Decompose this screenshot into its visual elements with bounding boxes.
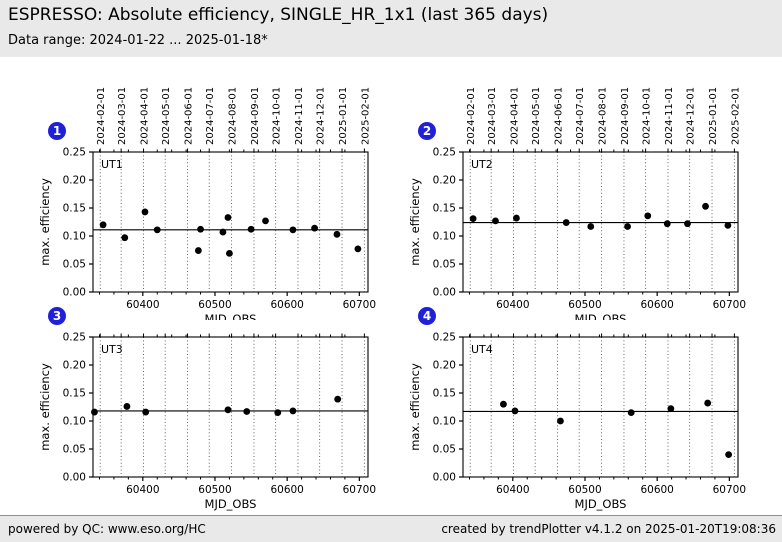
svg-text:UT4: UT4 — [471, 343, 493, 356]
ut4-scatter-plot: 60400 60500 60600 60700 0.00 0.05 0.10 0.15 0.20… — [408, 332, 746, 512]
svg-text:60500: 60500 — [568, 299, 601, 311]
svg-text:2024-03-01: 2024-03-01 — [487, 87, 498, 145]
svg-text:60700: 60700 — [713, 299, 746, 311]
powered-by-text: powered by QC: www.eso.org/HC — [8, 522, 206, 536]
svg-text:60400: 60400 — [496, 299, 529, 311]
svg-text:2024-07-01: 2024-07-01 — [205, 87, 216, 145]
svg-text:60700: 60700 — [713, 484, 746, 496]
svg-text:0.05: 0.05 — [433, 444, 456, 456]
svg-text:max. efficiency: max. efficiency — [408, 178, 422, 266]
svg-text:0.20: 0.20 — [433, 360, 456, 372]
svg-text:60400: 60400 — [496, 484, 529, 496]
svg-text:2024-07-01: 2024-07-01 — [575, 87, 586, 145]
svg-text:0.00: 0.00 — [63, 287, 86, 299]
svg-text:60500: 60500 — [198, 299, 231, 311]
svg-text:MJD_OBS: MJD_OBS — [575, 497, 627, 511]
svg-text:2024-02-01: 2024-02-01 — [96, 87, 107, 145]
svg-text:60700: 60700 — [343, 299, 376, 311]
svg-text:60400: 60400 — [126, 484, 159, 496]
svg-text:UT1: UT1 — [101, 158, 123, 171]
svg-text:2025-02-01: 2025-02-01 — [730, 87, 741, 145]
svg-text:0.00: 0.00 — [63, 472, 86, 484]
svg-text:60700: 60700 — [343, 484, 376, 496]
svg-text:60600: 60600 — [270, 299, 303, 311]
subplot-ut3: 60400 60500 60600 60700 0.00 0.05 0.10 0.15 0.20… — [28, 310, 388, 519]
svg-text:60600: 60600 — [640, 484, 673, 496]
subplot-ut1: 2024-02-01 2024-03-01 2024-04-01 2024-05-01… — [28, 70, 388, 326]
subplot-3-badge: 3 — [48, 307, 66, 325]
svg-text:2024-04-01: 2024-04-01 — [140, 87, 151, 145]
svg-text:2024-08-01: 2024-08-01 — [598, 87, 609, 145]
svg-text:max. efficiency: max. efficiency — [38, 363, 52, 451]
svg-text:MJD_OBS: MJD_OBS — [205, 497, 257, 511]
svg-text:0.15: 0.15 — [433, 388, 456, 400]
svg-text:0.10: 0.10 — [63, 231, 86, 243]
svg-text:0.10: 0.10 — [433, 231, 456, 243]
svg-text:0.05: 0.05 — [433, 259, 456, 271]
svg-text:0.10: 0.10 — [433, 416, 456, 428]
svg-text:0.00: 0.00 — [433, 472, 456, 484]
svg-text:2024-09-01: 2024-09-01 — [620, 87, 631, 145]
svg-text:2024-04-01: 2024-04-01 — [510, 87, 521, 145]
subplot-2-badge: 2 — [418, 122, 436, 140]
svg-text:0.15: 0.15 — [433, 203, 456, 215]
svg-text:2024-06-01: 2024-06-01 — [554, 87, 565, 145]
ut3-scatter-plot: 60400 60500 60600 60700 0.00 0.05 0.10 0.15 0.20… — [38, 332, 376, 512]
svg-text:0.15: 0.15 — [63, 388, 86, 400]
svg-text:0.15: 0.15 — [63, 203, 86, 215]
svg-text:60400: 60400 — [126, 299, 159, 311]
svg-text:2024-11-01: 2024-11-01 — [664, 87, 675, 145]
svg-text:0.00: 0.00 — [433, 287, 456, 299]
svg-text:0.20: 0.20 — [433, 175, 456, 187]
svg-text:2025-02-01: 2025-02-01 — [360, 87, 371, 145]
svg-text:2024-12-01: 2024-12-01 — [316, 87, 327, 145]
svg-text:max. efficiency: max. efficiency — [408, 363, 422, 451]
svg-text:60600: 60600 — [270, 484, 303, 496]
svg-text:max. efficiency: max. efficiency — [38, 178, 52, 266]
svg-text:2024-11-01: 2024-11-01 — [294, 87, 305, 145]
ut2-scatter-plot: 2024-02-01 2024-03-01 2024-04-01 2024-05-01… — [408, 87, 746, 326]
svg-text:0.05: 0.05 — [63, 259, 86, 271]
svg-text:2025-01-01: 2025-01-01 — [338, 87, 349, 145]
svg-text:60500: 60500 — [568, 484, 601, 496]
svg-text:0.20: 0.20 — [63, 175, 86, 187]
svg-text:2025-01-01: 2025-01-01 — [708, 87, 719, 145]
svg-text:0.10: 0.10 — [63, 416, 86, 428]
svg-text:0.25: 0.25 — [433, 147, 456, 159]
svg-text:2024-02-01: 2024-02-01 — [466, 87, 477, 145]
svg-text:UT3: UT3 — [101, 343, 123, 356]
created-by-text: created by trendPlotter v4.1.2 on 2025-0… — [441, 522, 776, 536]
svg-text:60600: 60600 — [640, 299, 673, 311]
subplot-1-badge: 1 — [48, 122, 66, 140]
svg-text:2024-03-01: 2024-03-01 — [117, 87, 128, 145]
svg-text:2024-08-01: 2024-08-01 — [228, 87, 239, 145]
svg-text:2024-05-01: 2024-05-01 — [531, 87, 542, 145]
ut1-scatter-plot: 2024-02-01 2024-03-01 2024-04-01 2024-05-01… — [38, 87, 376, 326]
svg-text:0.20: 0.20 — [63, 360, 86, 372]
svg-text:UT2: UT2 — [471, 158, 493, 171]
svg-text:2024-10-01: 2024-10-01 — [642, 87, 653, 145]
svg-text:0.25: 0.25 — [63, 332, 86, 344]
svg-text:2024-06-01: 2024-06-01 — [184, 87, 195, 145]
subplot-ut4: 60400 60500 60600 60700 0.00 0.05 0.10 0.15 0.20… — [398, 310, 758, 519]
header-band: ESPRESSO: Absolute efficiency, SINGLE_HR… — [0, 0, 782, 57]
svg-text:0.05: 0.05 — [63, 444, 86, 456]
footer-band: powered by QC: www.eso.org/HC created by… — [0, 515, 782, 542]
svg-text:2024-05-01: 2024-05-01 — [161, 87, 172, 145]
data-range-subtitle: Data range: 2024-01-22 ... 2025-01-18* — [8, 33, 268, 48]
subplot-4-badge: 4 — [418, 307, 436, 325]
subplot-ut2: 2024-02-01 2024-03-01 2024-04-01 2024-05-01… — [398, 70, 758, 326]
svg-text:0.25: 0.25 — [63, 147, 86, 159]
page-title: ESPRESSO: Absolute efficiency, SINGLE_HR… — [8, 5, 549, 25]
svg-text:2024-09-01: 2024-09-01 — [250, 87, 261, 145]
svg-text:0.25: 0.25 — [433, 332, 456, 344]
svg-text:60500: 60500 — [198, 484, 231, 496]
svg-text:2024-12-01: 2024-12-01 — [686, 87, 697, 145]
svg-text:2024-10-01: 2024-10-01 — [272, 87, 283, 145]
